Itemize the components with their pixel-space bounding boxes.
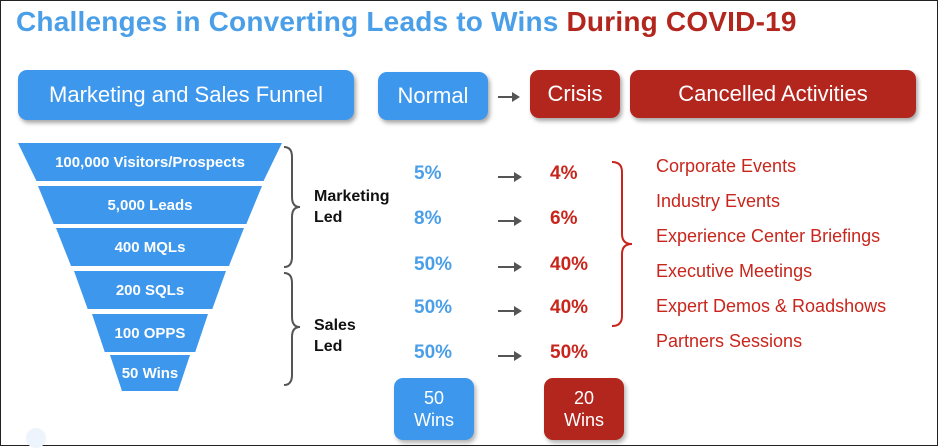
cancelled-brace — [611, 161, 633, 327]
crisis-rate: 40% — [550, 254, 589, 275]
normal-rate: 50% — [414, 297, 453, 318]
normal-rate: 50% — [414, 254, 453, 275]
funnel-stage: 100 OPPS — [92, 314, 208, 352]
cancelled-activity: Partners Sessions — [656, 331, 803, 351]
slide-title: Challenges in Converting Leads to Wins D… — [16, 6, 926, 38]
title-part-normal: Challenges in Converting Leads to Wins — [16, 6, 559, 37]
rate-arrow — [498, 306, 522, 316]
cancelled-activity: Corporate Events — [656, 156, 797, 176]
cancelled-activity: Industry Events — [656, 191, 781, 211]
header-normal: Normal — [378, 72, 488, 120]
funnel-stage: 100,000 Visitors/Prospects — [18, 143, 282, 181]
funnel-braces — [283, 146, 301, 386]
normal-wins-count: 50 — [423, 388, 445, 408]
funnel-stage: 200 SQLs — [74, 271, 226, 309]
marketing-led-label: Marketing Led — [314, 186, 390, 228]
title-part-covid: During COVID-19 — [566, 6, 797, 37]
funnel-stage-label: 5,000 Leads — [107, 196, 193, 214]
header-funnel-label: Marketing and Sales Funnel — [49, 82, 323, 107]
cancelled-activity: Experience Center Briefings — [656, 226, 881, 246]
marketing-led-line2: Led — [314, 209, 343, 226]
marketing-led-line1: Marketing — [314, 188, 390, 205]
sales-led-label: Sales Led — [314, 315, 356, 357]
sales-led-line2: Led — [314, 338, 343, 355]
header-funnel: Marketing and Sales Funnel — [18, 70, 354, 120]
normal-wins-label: Wins — [414, 410, 454, 430]
crisis-wins-count: 20 — [573, 388, 595, 408]
funnel-stage: 400 MQLs — [56, 228, 244, 266]
corner-decoration — [26, 428, 46, 448]
funnel-stage-label: 100,000 Visitors/Prospects — [55, 153, 245, 171]
sales-brace — [283, 272, 301, 386]
crisis-wins-box: 20 Wins — [544, 378, 624, 440]
header-cancelled-label: Cancelled Activities — [678, 81, 868, 106]
funnel-stage-label: 100 OPPS — [114, 324, 186, 342]
header-crisis: Crisis — [530, 70, 620, 118]
funnel-stage: 5,000 Leads — [38, 186, 262, 224]
normal-rate: 5% — [414, 163, 442, 184]
normal-rate: 50% — [414, 342, 453, 363]
crisis-rate: 50% — [550, 342, 589, 363]
marketing-brace — [283, 146, 301, 268]
header-normal-label: Normal — [397, 83, 469, 108]
funnel-stage-label: 200 SQLs — [115, 281, 185, 299]
cancelled-activity: Executive Meetings — [656, 261, 813, 281]
crisis-wins-label: Wins — [564, 410, 604, 430]
normal-wins-box: 50 Wins — [394, 378, 474, 440]
header-arrow — [498, 92, 520, 102]
rate-arrow — [498, 262, 522, 272]
normal-rate: 8% — [414, 208, 442, 229]
crisis-rate: 6% — [550, 208, 578, 229]
sales-led-line1: Sales — [314, 317, 356, 334]
rate-arrow — [498, 351, 522, 361]
funnel-stage-label: 50 Wins — [121, 364, 179, 382]
rate-arrow — [498, 172, 522, 182]
header-crisis-label: Crisis — [547, 81, 603, 106]
funnel-stage-label: 400 MQLs — [114, 238, 186, 256]
funnel-stage: 50 Wins — [110, 355, 190, 391]
crisis-rate: 4% — [550, 163, 578, 184]
crisis-rate: 40% — [550, 297, 589, 318]
cancelled-activity: Expert Demos & Roadshows — [656, 296, 887, 316]
header-cancelled: Cancelled Activities — [630, 70, 916, 118]
rate-arrow — [498, 216, 522, 226]
